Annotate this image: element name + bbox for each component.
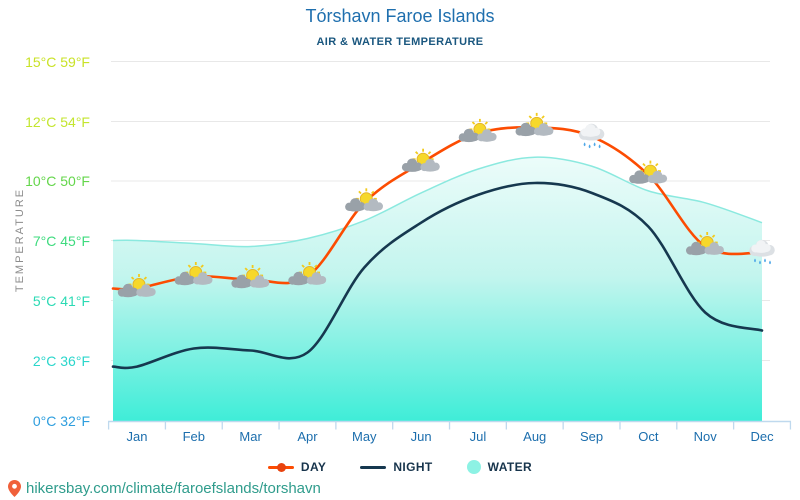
month-label: Oct [638,429,659,444]
day-line-marker-icon [267,462,294,472]
y-tick-label: 10°C 50°F [25,173,90,189]
location-pin-icon [8,480,21,497]
month-label: Nov [693,429,717,444]
partly-cloudy-icon [345,188,383,212]
rain-icon [578,123,605,149]
chart-subtitle: AIR & WATER TEMPERATURE [316,36,484,48]
chart-legend: DAY NIGHT WATER [0,460,800,474]
partly-cloudy-icon [686,232,724,256]
month-label: Mar [239,429,262,444]
legend-item-night[interactable]: NIGHT [360,460,432,474]
month-label: Jul [469,429,487,444]
month-label: Sep [579,429,604,444]
water-area-edge [112,156,763,248]
partly-cloudy-icon [515,112,554,137]
month-label: Dec [750,429,774,444]
y-tick-label: 15°C 59°F [25,53,90,70]
legend-label: WATER [487,460,533,474]
month-label: Jun [410,429,432,444]
y-tick-label: 12°C 54°F [25,113,90,130]
partly-cloudy-icon [401,148,440,172]
y-tick-label: 7°C 45°F [32,232,90,249]
legend-label: DAY [300,460,327,474]
legend-item-day[interactable]: DAY [267,460,327,474]
legend-label: NIGHT [393,460,433,474]
night-line [111,181,764,370]
page-title: Tórshavn Faroe Islands [305,6,495,26]
partly-cloudy-icon [231,265,270,289]
month-label: May [351,429,377,444]
month-label: Apr [297,429,318,444]
y-tick-label: 0°C 32°F [32,413,90,429]
legend-item-water[interactable]: WATER [466,460,533,474]
partly-cloudy-icon [458,118,497,143]
y-tick-label: 5°C 41°F [32,292,90,309]
partly-cloudy-icon [117,274,156,298]
partly-cloudy-icon [629,160,668,184]
month-label: Aug [523,429,547,444]
month-label: Jan [126,429,148,444]
water-swatch-icon [466,460,481,474]
site-url[interactable]: hikersbay.com/climate/faroefslands/torsh… [26,480,321,497]
rain-icon [749,239,775,265]
y-tick-label: 2°C 36°F [32,352,90,369]
night-line-marker-icon [360,465,387,469]
site-footer: hikersbay.com/climate/faroefslands/torsh… [8,480,321,497]
month-label: Feb [182,429,206,444]
partly-cloudy-icon [174,262,213,286]
partly-cloudy-icon [288,262,327,286]
